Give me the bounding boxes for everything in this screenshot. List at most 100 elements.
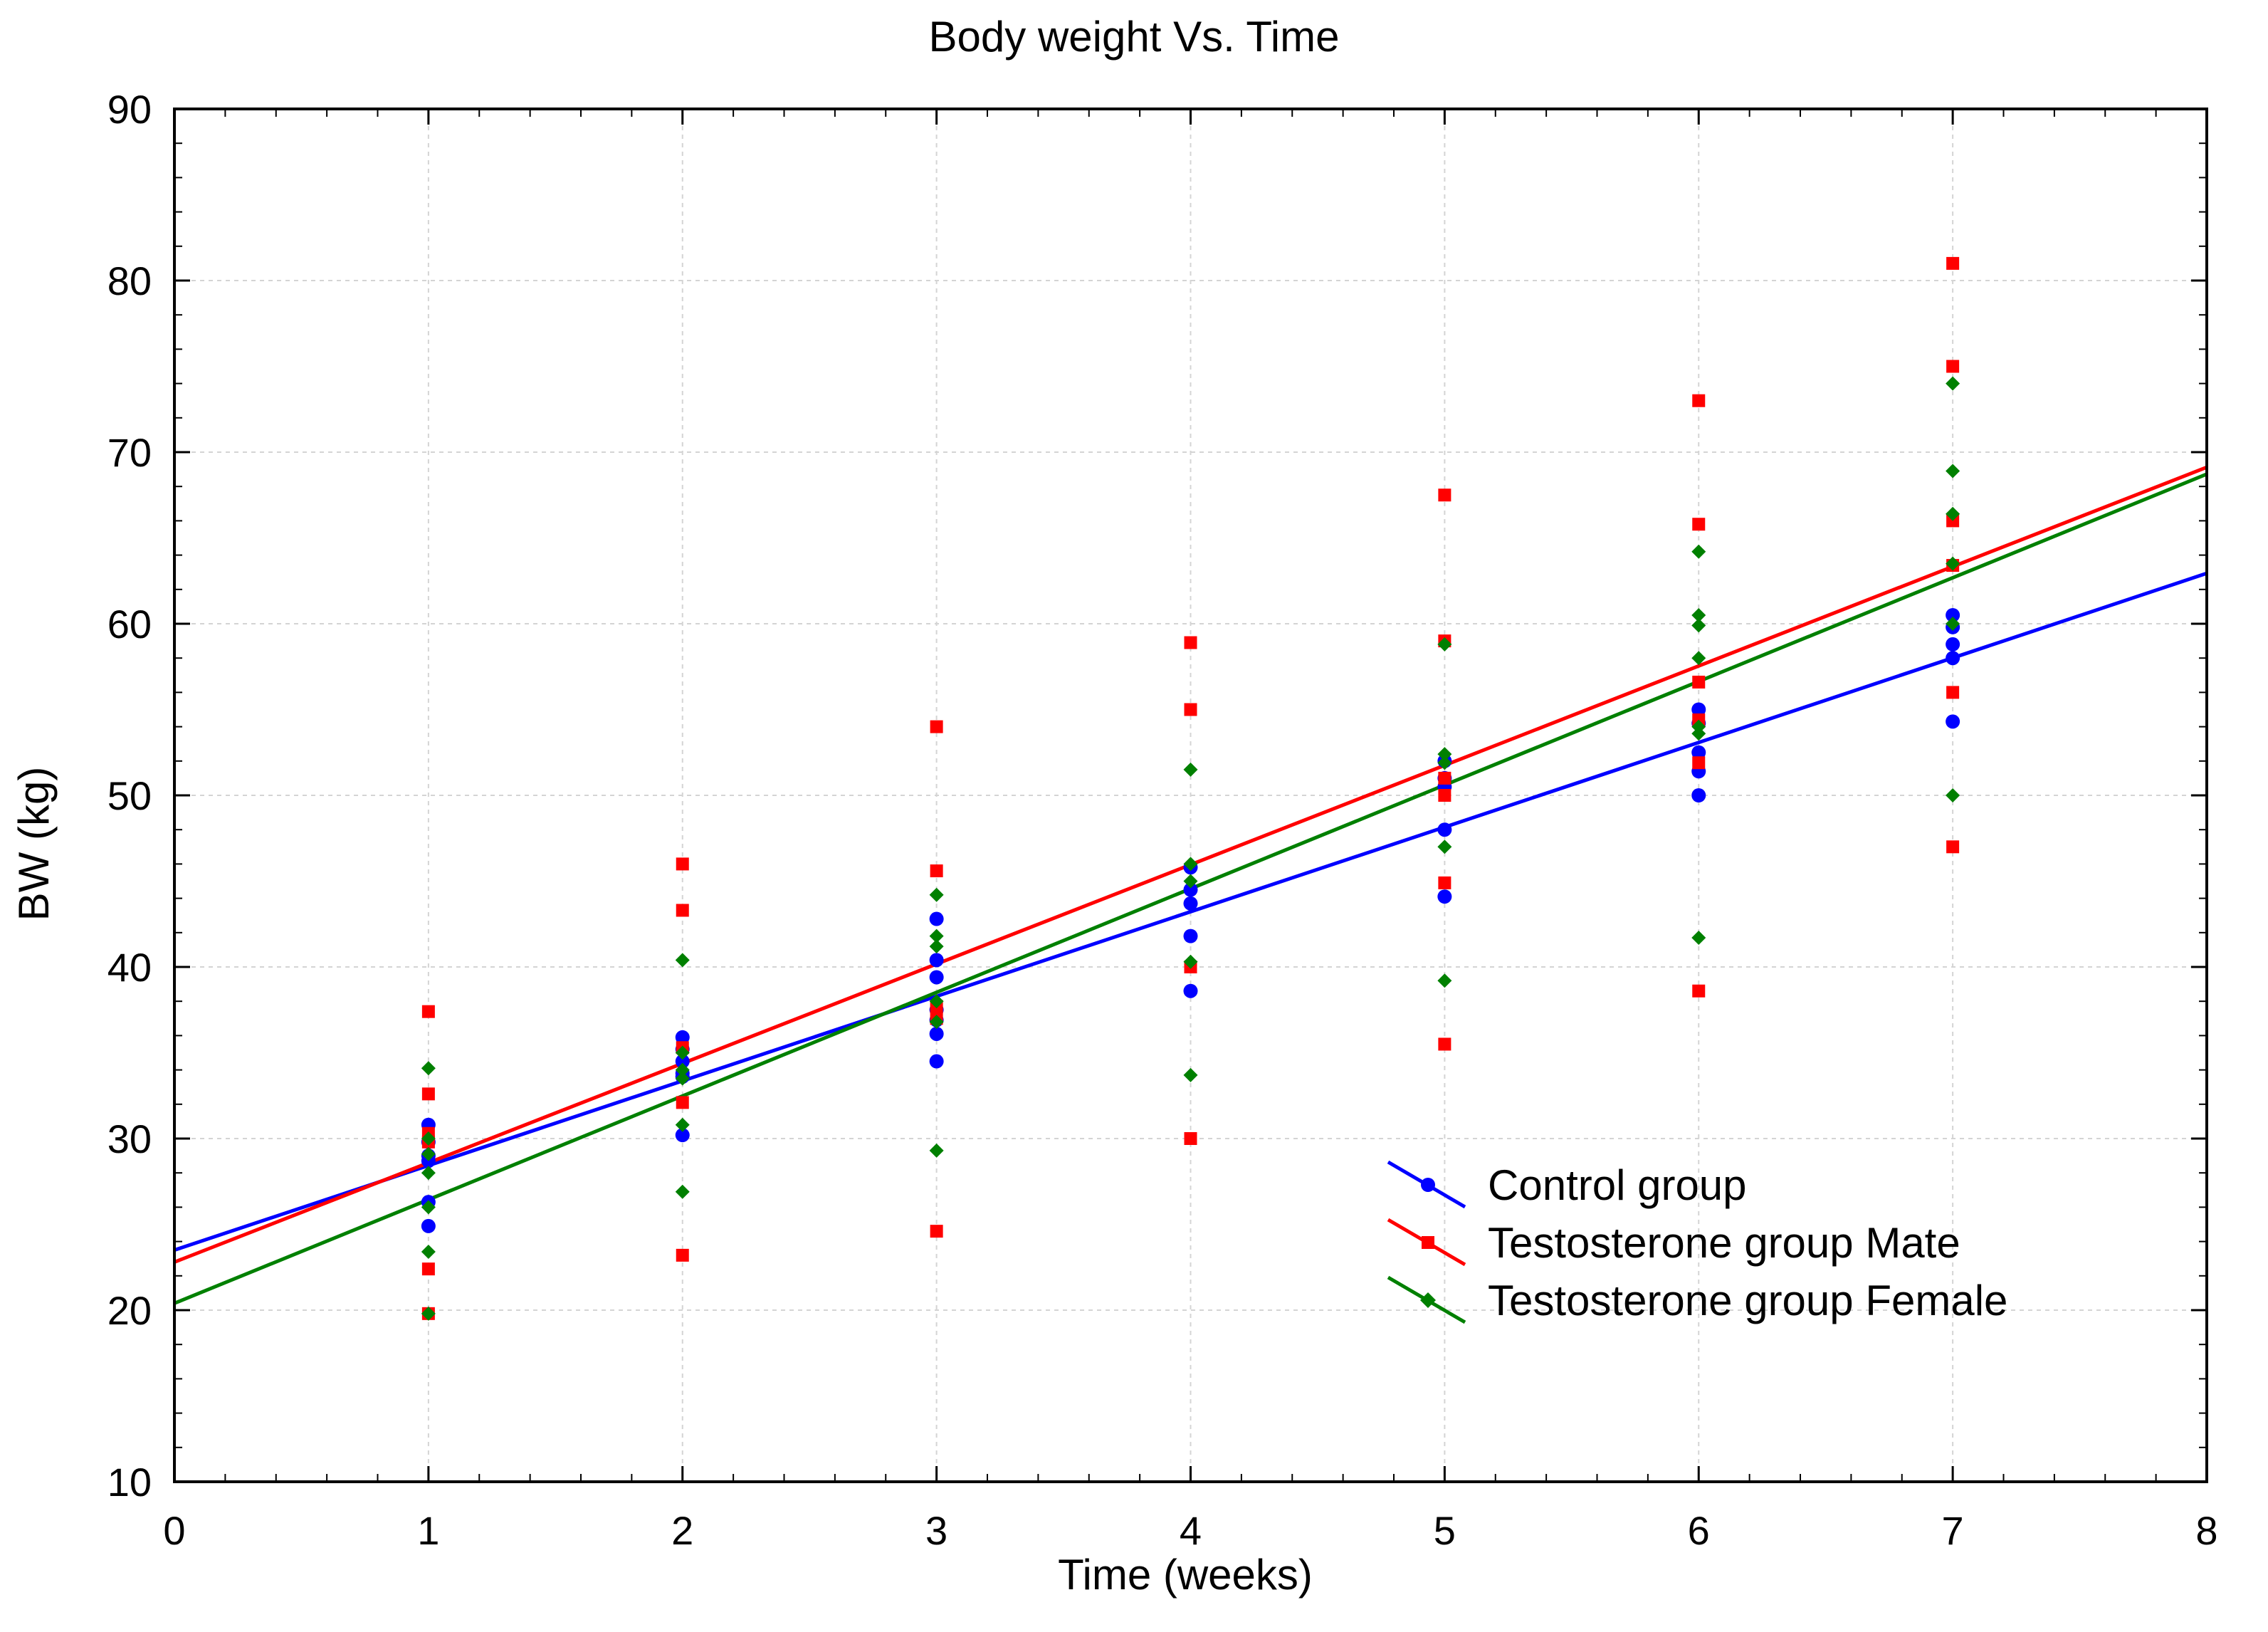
- x-tick-label: 0: [163, 1508, 185, 1553]
- y-tick-label: 30: [107, 1116, 152, 1161]
- data-point-series-2: [675, 1117, 690, 1132]
- data-point-series-0: [1946, 714, 1960, 729]
- data-point-series-1: [930, 720, 943, 733]
- data-point-series-0: [1946, 637, 1960, 652]
- data-point-series-1: [421, 1005, 435, 1018]
- data-point-series-2: [1437, 747, 1452, 762]
- data-point-series-1: [1946, 360, 1960, 373]
- data-point-series-1: [1946, 256, 1960, 270]
- chart-title: Body weight Vs. Time: [929, 13, 1340, 61]
- legend-item-female: Testosterone group Female: [1387, 1275, 2007, 1324]
- y-axis-title: BW (kg): [10, 767, 58, 921]
- legend-label-control: Control group: [1488, 1161, 1747, 1209]
- data-point-series-1: [1692, 984, 1706, 998]
- data-point-series-0: [1183, 896, 1198, 911]
- legend-item-mate: Testosterone group Mate: [1387, 1218, 1960, 1267]
- data-point-series-1: [421, 1087, 435, 1101]
- data-point-series-0: [1183, 882, 1198, 897]
- legend-marker-control: [1421, 1178, 1435, 1192]
- y-tick-label: 20: [107, 1288, 152, 1333]
- data-point-series-2: [929, 929, 944, 943]
- data-point-series-2: [1437, 755, 1452, 770]
- x-tick-label: 7: [1942, 1508, 1964, 1553]
- data-point-series-1: [1692, 756, 1706, 770]
- data-point-series-1: [1438, 1037, 1451, 1051]
- data-point-series-2: [1691, 544, 1706, 559]
- data-point-series-2: [1946, 506, 1960, 521]
- data-point-series-1: [676, 1248, 689, 1262]
- data-point-series-0: [1437, 822, 1452, 837]
- data-point-series-2: [675, 1062, 690, 1077]
- x-tick-label: 8: [2195, 1508, 2217, 1553]
- data-point-series-0: [421, 1218, 436, 1233]
- data-point-series-0: [1691, 702, 1706, 717]
- data-point-series-1: [676, 1096, 689, 1109]
- data-point-series-0: [929, 953, 944, 968]
- data-point-series-1: [1438, 876, 1451, 889]
- data-point-series-0: [675, 1030, 690, 1045]
- x-axis-title: Time (weeks): [1058, 1551, 1313, 1599]
- data-point-series-0: [929, 911, 944, 926]
- data-point-series-1: [930, 1225, 943, 1238]
- y-tick-label: 60: [107, 602, 152, 647]
- data-point-series-2: [1691, 726, 1706, 741]
- data-point-series-2: [1437, 839, 1452, 854]
- data-point-series-0: [1946, 651, 1960, 666]
- data-point-series-1: [676, 857, 689, 871]
- data-point-series-2: [1183, 1067, 1198, 1082]
- data-point-series-2: [421, 1306, 436, 1321]
- x-tick-label: 3: [925, 1508, 947, 1553]
- fit-line-series-0: [174, 571, 2207, 1252]
- data-point-series-1: [1946, 840, 1960, 854]
- data-point-series-2: [421, 1200, 436, 1215]
- legend: Control group Testosterone group Mate Te…: [1387, 1160, 2007, 1324]
- data-point-series-1: [1692, 675, 1706, 689]
- data-point-series-2: [675, 953, 690, 968]
- data-point-series-0: [1691, 745, 1706, 760]
- data-point-series-2: [929, 887, 944, 902]
- data-point-series-2: [1946, 464, 1960, 478]
- data-point-series-0: [929, 1026, 944, 1041]
- data-point-series-1: [1184, 636, 1197, 649]
- data-point-series-2: [1946, 376, 1960, 391]
- x-tick-label: 1: [417, 1508, 439, 1553]
- data-point-series-1: [1438, 789, 1451, 802]
- x-tick-label: 4: [1180, 1508, 1202, 1553]
- data-point-series-1: [1438, 488, 1451, 502]
- x-tick-label: 2: [671, 1508, 693, 1553]
- data-point-series-2: [421, 1146, 436, 1161]
- y-tick-label: 40: [107, 945, 152, 990]
- legend-marker-female: [1420, 1292, 1436, 1308]
- data-point-series-2: [1691, 607, 1706, 622]
- data-point-series-2: [929, 1143, 944, 1158]
- data-point-series-2: [675, 1184, 690, 1199]
- x-tick-label: 5: [1434, 1508, 1456, 1553]
- y-tick-label: 70: [107, 430, 152, 475]
- x-tick-label: 6: [1688, 1508, 1710, 1553]
- y-tick-label: 90: [107, 87, 152, 132]
- legend-marker-mate: [1422, 1236, 1434, 1249]
- legend-item-control: Control group: [1387, 1160, 1747, 1209]
- data-point-series-2: [1691, 651, 1706, 666]
- data-point-series-2: [1946, 617, 1960, 631]
- data-point-series-2: [1946, 556, 1960, 571]
- data-point-series-2: [675, 1071, 690, 1086]
- data-point-series-2: [421, 1061, 436, 1076]
- data-point-series-2: [421, 1245, 436, 1260]
- x-tick-labels: 0 1 2 3 4 5 6 7 8: [163, 1508, 2217, 1553]
- data-point-series-2: [421, 1131, 436, 1146]
- data-point-series-2: [421, 1166, 436, 1181]
- data-point-series-2: [929, 994, 944, 1009]
- y-tick-label: 80: [107, 258, 152, 303]
- data-point-series-1: [676, 904, 689, 917]
- data-point-series-2: [1691, 618, 1706, 633]
- data-point-series-0: [1437, 889, 1452, 904]
- data-point-series-2: [1437, 637, 1452, 652]
- data-point-series-0: [1691, 788, 1706, 802]
- data-point-series-1: [1184, 703, 1197, 716]
- data-point-series-1: [930, 864, 943, 878]
- data-point-series-2: [1183, 874, 1198, 889]
- data-point-series-1: [1692, 394, 1706, 407]
